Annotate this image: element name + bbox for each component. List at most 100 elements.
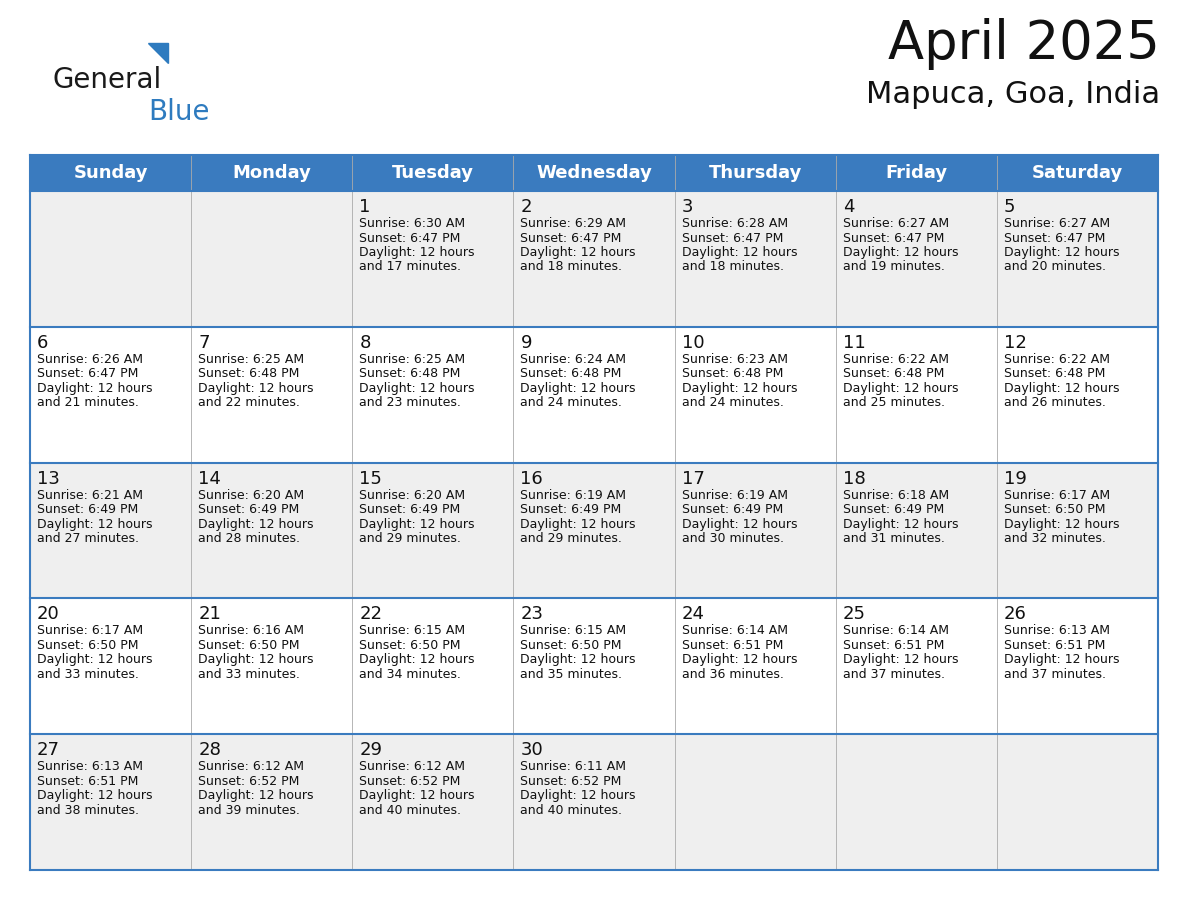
Text: and 24 minutes.: and 24 minutes.	[520, 397, 623, 409]
Text: Sunrise: 6:14 AM: Sunrise: 6:14 AM	[682, 624, 788, 637]
Text: Sunset: 6:51 PM: Sunset: 6:51 PM	[1004, 639, 1105, 652]
Text: and 18 minutes.: and 18 minutes.	[520, 261, 623, 274]
Text: Daylight: 12 hours: Daylight: 12 hours	[520, 518, 636, 531]
Text: Sunrise: 6:15 AM: Sunrise: 6:15 AM	[520, 624, 626, 637]
Text: and 19 minutes.: and 19 minutes.	[842, 261, 944, 274]
Text: Sunrise: 6:25 AM: Sunrise: 6:25 AM	[359, 353, 466, 365]
Bar	[30, 463, 1158, 599]
Text: and 21 minutes.: and 21 minutes.	[37, 397, 139, 409]
Text: Sunrise: 6:13 AM: Sunrise: 6:13 AM	[37, 760, 143, 773]
Text: Sunrise: 6:20 AM: Sunrise: 6:20 AM	[359, 488, 466, 501]
Text: and 20 minutes.: and 20 minutes.	[1004, 261, 1106, 274]
Text: and 28 minutes.: and 28 minutes.	[198, 532, 301, 545]
Text: Sunrise: 6:17 AM: Sunrise: 6:17 AM	[37, 624, 143, 637]
Text: 16: 16	[520, 470, 543, 487]
Text: Sunset: 6:47 PM: Sunset: 6:47 PM	[842, 231, 944, 244]
Polygon shape	[148, 43, 168, 63]
Text: Daylight: 12 hours: Daylight: 12 hours	[842, 518, 959, 531]
Text: 22: 22	[359, 605, 383, 623]
Text: 1: 1	[359, 198, 371, 216]
Text: 3: 3	[682, 198, 693, 216]
Text: Sunset: 6:47 PM: Sunset: 6:47 PM	[682, 231, 783, 244]
Text: and 38 minutes.: and 38 minutes.	[37, 803, 139, 817]
Text: Daylight: 12 hours: Daylight: 12 hours	[198, 654, 314, 666]
Text: Sunrise: 6:29 AM: Sunrise: 6:29 AM	[520, 217, 626, 230]
Text: Daylight: 12 hours: Daylight: 12 hours	[359, 654, 475, 666]
Text: Daylight: 12 hours: Daylight: 12 hours	[520, 382, 636, 395]
Text: Sunset: 6:48 PM: Sunset: 6:48 PM	[1004, 367, 1105, 380]
Text: Sunrise: 6:18 AM: Sunrise: 6:18 AM	[842, 488, 949, 501]
Text: Sunrise: 6:13 AM: Sunrise: 6:13 AM	[1004, 624, 1110, 637]
Text: Daylight: 12 hours: Daylight: 12 hours	[1004, 518, 1119, 531]
Text: Daylight: 12 hours: Daylight: 12 hours	[842, 246, 959, 259]
Text: 23: 23	[520, 605, 543, 623]
Text: 21: 21	[198, 605, 221, 623]
Text: and 29 minutes.: and 29 minutes.	[359, 532, 461, 545]
Text: 25: 25	[842, 605, 866, 623]
Text: Sunset: 6:49 PM: Sunset: 6:49 PM	[842, 503, 944, 516]
Text: Sunset: 6:50 PM: Sunset: 6:50 PM	[198, 639, 299, 652]
Text: Daylight: 12 hours: Daylight: 12 hours	[37, 654, 152, 666]
Text: Sunrise: 6:19 AM: Sunrise: 6:19 AM	[520, 488, 626, 501]
Text: Sunrise: 6:16 AM: Sunrise: 6:16 AM	[198, 624, 304, 637]
Text: Daylight: 12 hours: Daylight: 12 hours	[520, 246, 636, 259]
Text: Daylight: 12 hours: Daylight: 12 hours	[842, 654, 959, 666]
Text: 11: 11	[842, 334, 866, 352]
Text: Daylight: 12 hours: Daylight: 12 hours	[520, 789, 636, 802]
Text: and 33 minutes.: and 33 minutes.	[37, 668, 139, 681]
Text: Mapuca, Goa, India: Mapuca, Goa, India	[866, 80, 1159, 109]
Text: Sunset: 6:48 PM: Sunset: 6:48 PM	[682, 367, 783, 380]
Text: Daylight: 12 hours: Daylight: 12 hours	[1004, 382, 1119, 395]
Bar	[30, 191, 1158, 327]
Text: Sunset: 6:48 PM: Sunset: 6:48 PM	[520, 367, 621, 380]
Text: Sunrise: 6:22 AM: Sunrise: 6:22 AM	[1004, 353, 1110, 365]
Text: and 18 minutes.: and 18 minutes.	[682, 261, 784, 274]
Text: 4: 4	[842, 198, 854, 216]
Text: Sunrise: 6:26 AM: Sunrise: 6:26 AM	[37, 353, 143, 365]
Text: 13: 13	[37, 470, 59, 487]
Text: and 26 minutes.: and 26 minutes.	[1004, 397, 1106, 409]
Text: Sunset: 6:47 PM: Sunset: 6:47 PM	[520, 231, 621, 244]
Text: Sunrise: 6:25 AM: Sunrise: 6:25 AM	[198, 353, 304, 365]
Text: and 27 minutes.: and 27 minutes.	[37, 532, 139, 545]
Text: 19: 19	[1004, 470, 1026, 487]
Text: and 40 minutes.: and 40 minutes.	[520, 803, 623, 817]
Text: 6: 6	[37, 334, 49, 352]
Text: 9: 9	[520, 334, 532, 352]
Text: and 33 minutes.: and 33 minutes.	[198, 668, 301, 681]
Text: Wednesday: Wednesday	[536, 164, 652, 182]
Text: 29: 29	[359, 741, 383, 759]
Text: Sunrise: 6:12 AM: Sunrise: 6:12 AM	[359, 760, 466, 773]
Text: 5: 5	[1004, 198, 1016, 216]
Text: 14: 14	[198, 470, 221, 487]
Text: Daylight: 12 hours: Daylight: 12 hours	[682, 382, 797, 395]
Text: Sunset: 6:49 PM: Sunset: 6:49 PM	[198, 503, 299, 516]
Text: and 34 minutes.: and 34 minutes.	[359, 668, 461, 681]
Text: Daylight: 12 hours: Daylight: 12 hours	[198, 518, 314, 531]
Text: Daylight: 12 hours: Daylight: 12 hours	[198, 382, 314, 395]
Text: Sunset: 6:51 PM: Sunset: 6:51 PM	[37, 775, 138, 788]
Text: Sunset: 6:50 PM: Sunset: 6:50 PM	[359, 639, 461, 652]
Text: and 25 minutes.: and 25 minutes.	[842, 397, 944, 409]
Text: Sunset: 6:52 PM: Sunset: 6:52 PM	[359, 775, 461, 788]
Text: Sunrise: 6:19 AM: Sunrise: 6:19 AM	[682, 488, 788, 501]
Text: Sunrise: 6:27 AM: Sunrise: 6:27 AM	[1004, 217, 1110, 230]
Text: Sunrise: 6:27 AM: Sunrise: 6:27 AM	[842, 217, 949, 230]
Text: 12: 12	[1004, 334, 1026, 352]
Text: and 24 minutes.: and 24 minutes.	[682, 397, 783, 409]
Text: and 40 minutes.: and 40 minutes.	[359, 803, 461, 817]
Text: and 23 minutes.: and 23 minutes.	[359, 397, 461, 409]
Text: Daylight: 12 hours: Daylight: 12 hours	[37, 518, 152, 531]
Text: 7: 7	[198, 334, 209, 352]
Text: Sunset: 6:47 PM: Sunset: 6:47 PM	[359, 231, 461, 244]
Text: Sunset: 6:48 PM: Sunset: 6:48 PM	[198, 367, 299, 380]
Text: Daylight: 12 hours: Daylight: 12 hours	[37, 382, 152, 395]
Text: Daylight: 12 hours: Daylight: 12 hours	[359, 518, 475, 531]
Text: 30: 30	[520, 741, 543, 759]
Text: Sunset: 6:52 PM: Sunset: 6:52 PM	[520, 775, 621, 788]
Text: and 29 minutes.: and 29 minutes.	[520, 532, 623, 545]
Text: 8: 8	[359, 334, 371, 352]
Bar	[30, 734, 1158, 870]
Text: Sunset: 6:51 PM: Sunset: 6:51 PM	[682, 639, 783, 652]
Text: Daylight: 12 hours: Daylight: 12 hours	[359, 246, 475, 259]
